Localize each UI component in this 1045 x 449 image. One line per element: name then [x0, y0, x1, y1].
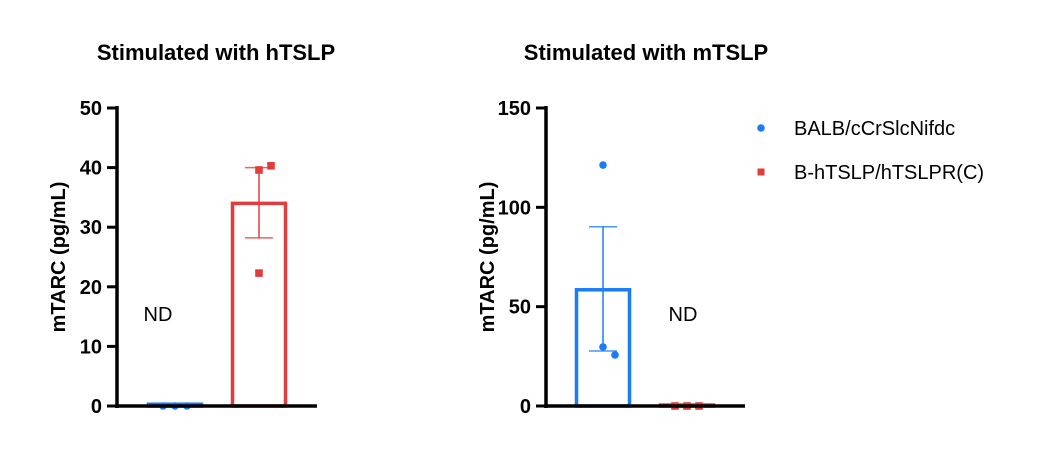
y-tick-label: 0: [91, 396, 102, 418]
nd-annotation: ND: [144, 304, 173, 326]
y-tick-label: 30: [80, 217, 102, 239]
data-point: [267, 162, 275, 170]
legend-label: B-hTSLP/hTSLPR(C): [794, 162, 984, 184]
y-tick-label: 100: [498, 197, 531, 219]
data-point: [599, 161, 607, 169]
y-tick-label: 50: [509, 297, 531, 319]
data-point: [611, 351, 619, 359]
y-tick-label: 150: [498, 98, 531, 120]
y-tick-label: 40: [80, 158, 102, 180]
chart-panel-1: Stimulated with hTSLP mTARC (pg/mL) ND 0 10 2…: [48, 40, 335, 418]
legend-label: BALB/cCrSlcNifdc: [794, 118, 955, 140]
y-tick-label: 0: [520, 396, 531, 418]
y-tick-label: 10: [80, 336, 102, 358]
chart-panel-2: Stimulated with mTSLP mTARC (pg/mL) ND 0 50 1…: [477, 40, 768, 418]
legend-marker-square: [757, 168, 765, 176]
chart-title: Stimulated with hTSLP: [97, 40, 335, 65]
legend-item: BALB/cCrSlcNifdc: [757, 118, 955, 140]
nd-annotation: ND: [669, 304, 698, 326]
data-point: [255, 269, 263, 277]
data-point: [599, 343, 607, 351]
y-axis-label: mTARC (pg/mL): [477, 182, 499, 333]
chart-title: Stimulated with mTSLP: [524, 40, 768, 65]
legend-marker-circle: [757, 124, 765, 132]
y-tick-label: 20: [80, 277, 102, 299]
data-point: [255, 166, 263, 174]
legend-item: B-hTSLP/hTSLPR(C): [757, 162, 984, 184]
y-axis-label: mTARC (pg/mL): [48, 182, 70, 333]
y-tick-label: 50: [80, 98, 102, 120]
